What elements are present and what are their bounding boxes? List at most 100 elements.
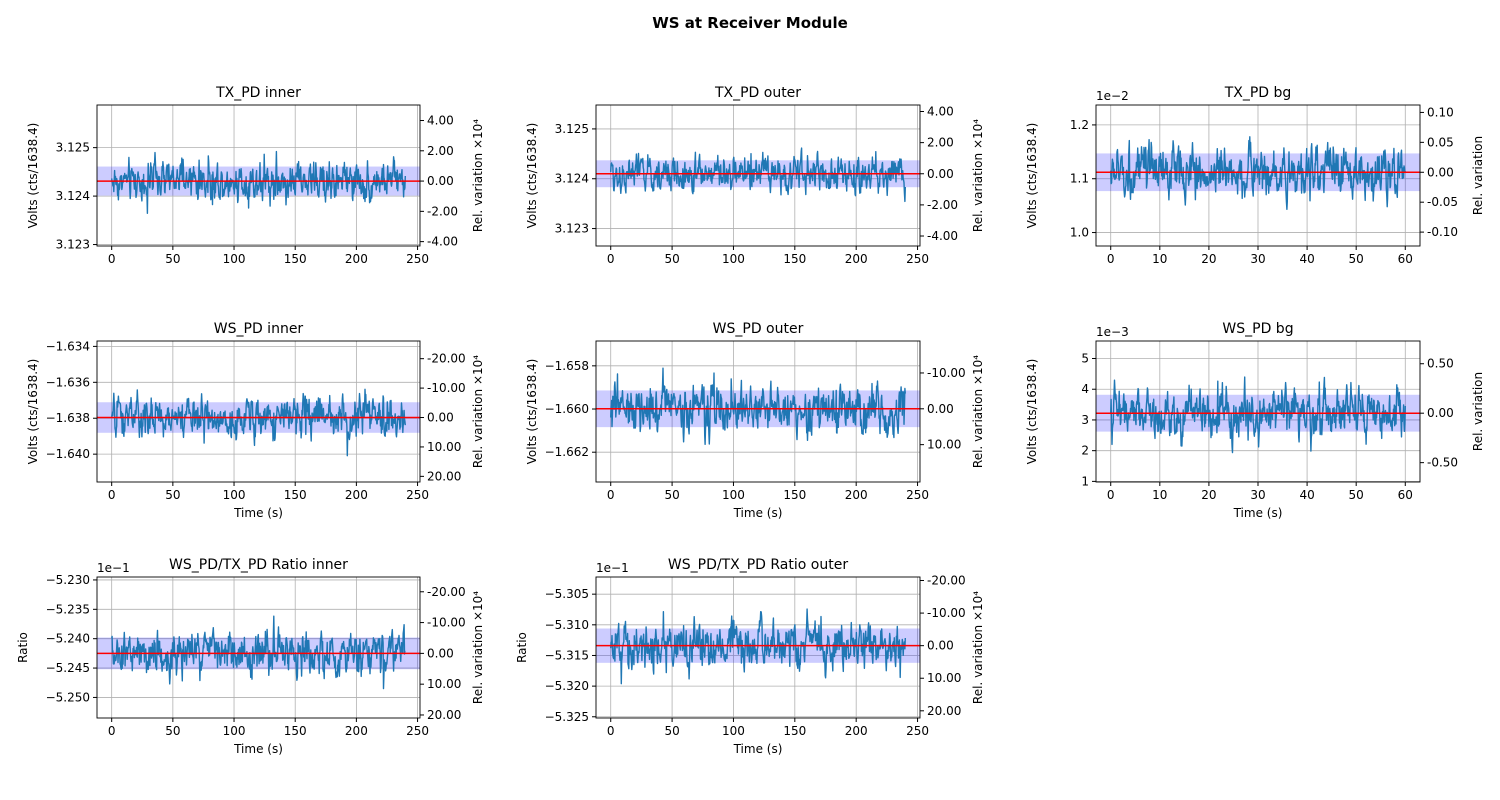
x-tick-label: 250 (406, 488, 429, 502)
y2-axis-label: Rel. variation ×10⁴ (471, 119, 485, 232)
x-tick-label: 200 (845, 724, 868, 738)
x-tick-label: 100 (223, 724, 246, 738)
y-axis-label: Volts (cts/1638.4) (525, 123, 539, 229)
x-tick-label: 250 (906, 252, 929, 266)
y2-tick-label: 0.50 (1427, 357, 1454, 371)
y-tick-label: −1.638 (46, 411, 90, 425)
x-tick-label: 0 (1107, 488, 1115, 502)
y2-tick-label: -10.00 (927, 606, 966, 620)
y-tick-label: 4 (1081, 382, 1089, 396)
x-tick-label: 100 (722, 488, 745, 502)
y2-tick-label: 20.00 (427, 708, 461, 722)
x-tick-label: 60 (1398, 252, 1413, 266)
x-tick-label: 50 (664, 252, 679, 266)
y2-tick-label: 4.00 (927, 104, 954, 118)
x-tick-label: 40 (1299, 488, 1314, 502)
x-tick-label: 250 (906, 488, 929, 502)
y-tick-label: −1.636 (46, 375, 90, 389)
series-line (610, 608, 906, 685)
x-tick-label: 150 (284, 724, 307, 738)
x-tick-label: 20 (1201, 252, 1216, 266)
y-tick-label: 2 (1081, 444, 1089, 458)
x-tick-label: 50 (664, 488, 679, 502)
x-axis-label: Time (s) (233, 506, 283, 520)
subplot-title: WS_PD inner (214, 321, 304, 337)
subplot: 0 50 100 150 200 250 −1.640 −1.638 −1.636 −1.634 -… (26, 321, 485, 520)
subplot-title: WS_PD/TX_PD Ratio outer (668, 557, 848, 573)
y-tick-label: −5.245 (46, 661, 90, 675)
y2-tick-label: 0.10 (1427, 105, 1454, 119)
y-tick-label: −5.310 (545, 618, 589, 632)
figure-title: WS at Receiver Module (652, 14, 848, 32)
subplot: 0 50 100 150 200 250 −5.250 −5.245 −5.240 −5.235 −… (16, 557, 485, 756)
axis-offset-label: 1e−1 (596, 561, 629, 575)
y2-tick-label: 0.00 (427, 646, 454, 660)
y-tick-label: 3 (1081, 413, 1089, 427)
y-tick-label: −1.658 (545, 359, 589, 373)
y-axis-label: Volts (cts/1638.4) (525, 359, 539, 465)
y-tick-label: 3.124 (555, 172, 589, 186)
y-axis-label: Volts (cts/1638.4) (26, 359, 40, 465)
y2-axis-label: Rel. variation ×10⁴ (971, 591, 985, 704)
x-tick-label: 250 (406, 724, 429, 738)
x-tick-label: 150 (284, 488, 307, 502)
x-tick-label: 200 (345, 488, 368, 502)
axes-frame (96, 104, 421, 247)
x-tick-label: 250 (406, 252, 429, 266)
x-tick-label: 250 (906, 724, 929, 738)
y2-tick-label: -4.00 (927, 229, 958, 243)
y2-tick-label: 0.00 (427, 411, 454, 425)
subplot: 0 10 20 30 40 50 60 1.0 1.1 1.2 0.10 0.05 0.00 -0.05 -… (1025, 85, 1485, 266)
x-axis-label: Time (s) (733, 506, 783, 520)
subplot: 0 50 100 150 200 250 3.123 3.124 3.125 4.00 2.00 0.… (525, 85, 985, 266)
y2-tick-label: -2.00 (427, 204, 458, 218)
y2-tick-label: 0.00 (1427, 165, 1454, 179)
x-tick-label: 50 (664, 724, 679, 738)
x-tick-label: 0 (108, 252, 116, 266)
y-tick-label: 1 (1081, 474, 1089, 488)
x-tick-label: 50 (165, 252, 180, 266)
x-tick-label: 0 (607, 724, 615, 738)
y-tick-label: −1.640 (46, 447, 90, 461)
x-tick-label: 60 (1398, 488, 1413, 502)
x-tick-label: 30 (1250, 252, 1265, 266)
x-tick-label: 200 (345, 252, 368, 266)
axis-offset-label: 1e−2 (1096, 89, 1129, 103)
y-tick-label: −5.325 (545, 710, 589, 724)
x-tick-label: 50 (165, 724, 180, 738)
y2-tick-label: -20.00 (427, 352, 466, 366)
y2-tick-label: -4.00 (427, 235, 458, 249)
axes-frame (595, 340, 921, 483)
series-line (111, 615, 406, 690)
x-tick-label: 200 (845, 488, 868, 502)
y-tick-label: −5.315 (545, 648, 589, 662)
y2-tick-label: -10.00 (427, 381, 466, 395)
subplot: 0 50 100 150 200 250 −1.662 −1.660 −1.658 -10.00 0… (525, 321, 985, 520)
y-tick-label: −1.634 (46, 339, 90, 353)
y-axis-label: Volts (cts/1638.4) (1025, 359, 1039, 465)
x-tick-label: 50 (1349, 488, 1364, 502)
x-tick-label: 10 (1152, 488, 1167, 502)
y-tick-label: 1.1 (1070, 172, 1089, 186)
y2-tick-label: 2.00 (427, 144, 454, 158)
x-tick-label: 10 (1152, 252, 1167, 266)
y-axis-label: Volts (cts/1638.4) (26, 123, 40, 229)
y2-tick-label: 0.00 (427, 174, 454, 188)
series-line (111, 388, 406, 457)
y-tick-label: 3.123 (56, 238, 90, 252)
y-tick-label: 5 (1081, 352, 1089, 366)
y2-tick-label: 10.00 (427, 440, 461, 454)
x-tick-label: 20 (1201, 488, 1216, 502)
y2-tick-label: -2.00 (927, 198, 958, 212)
y2-tick-label: -10.00 (927, 366, 966, 380)
y-tick-label: 1.0 (1070, 226, 1089, 240)
x-tick-label: 200 (845, 252, 868, 266)
y2-axis-label: Rel. variation (1471, 372, 1485, 451)
y2-axis-label: Rel. variation (1471, 136, 1485, 215)
y-axis-label: Ratio (515, 632, 529, 663)
y-tick-label: −5.235 (46, 602, 90, 616)
x-tick-label: 0 (607, 488, 615, 502)
subplot-title: WS_PD/TX_PD Ratio inner (169, 557, 348, 573)
y2-tick-label: 0.00 (927, 639, 954, 653)
